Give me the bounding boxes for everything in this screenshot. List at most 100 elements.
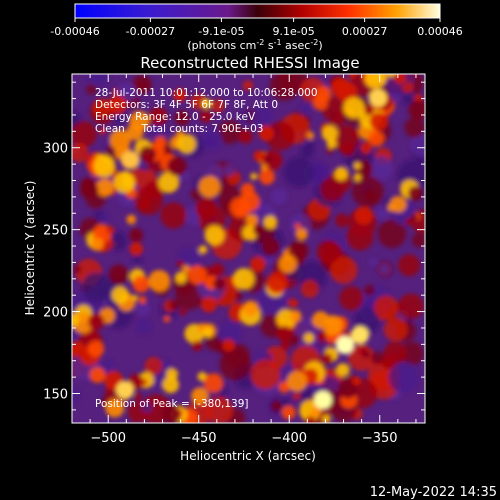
heat-cluster [322,315,343,336]
heat-texture [217,120,242,144]
annotation-time-range: 28-Jul-2011 10:01:12.000 to 10:06:28.000 [95,87,318,99]
heat-texture [175,280,205,310]
heat-cluster [338,378,358,399]
heat-cluster [93,155,116,178]
heat-texture [265,121,295,151]
heat-texture [330,256,358,284]
heat-cluster [266,271,288,294]
heat-texture [205,138,214,147]
heat-cluster [353,173,362,182]
heat-cluster [353,162,362,170]
heat-texture [411,233,425,248]
heat-cluster [280,341,290,351]
heat-cluster [365,189,378,203]
heat-cluster [281,405,296,420]
heat-cluster [167,156,187,177]
heat-cluster [387,203,396,212]
heat-texture [72,143,89,163]
heat-cluster [132,275,150,293]
heat-cluster [245,214,258,227]
heat-texture [86,84,97,95]
heat-cluster [203,373,224,393]
heat-cluster [253,150,265,162]
heat-cluster [166,368,179,381]
heat-texture [377,219,407,249]
heat-cluster [201,98,212,109]
heat-texture [364,284,375,296]
annotation-block: 28-Jul-2011 10:01:12.000 to 10:06:28.000… [95,87,318,410]
heat-cluster [72,313,80,327]
heat-cluster [179,308,187,316]
heat-cluster [144,154,152,162]
heat-texture [132,253,143,265]
heat-texture [241,111,252,122]
heat-cluster [210,263,225,277]
heat-texture [398,254,421,277]
heat-texture [269,74,300,101]
heat-texture [136,318,152,334]
heat-cluster [235,292,243,300]
heat-texture [299,103,312,116]
heat-texture [205,396,234,423]
x-tick-label: −450 [181,431,217,446]
heat-cluster [181,265,191,274]
heat-cluster [134,393,142,401]
colorbar: -0.00046 -0.00027 -9.1e-05 9.1e-05 0.00027 0.… [50,3,463,52]
heat-texture [348,344,375,371]
heat-texture [219,348,252,381]
heat-texture [283,156,315,188]
heat-cluster [364,74,386,89]
heat-cluster [295,228,308,241]
heat-cluster [348,74,357,79]
heat-cluster [354,206,373,225]
annotation-peak-position: Position of Peak = [-380,139] [95,398,249,410]
heat-texture [402,81,414,94]
heat-texture [373,295,399,320]
heat-texture [72,387,80,403]
heat-cluster [191,387,209,405]
heat-texture [368,257,377,266]
heat-cluster [253,224,264,236]
heat-cluster [107,95,127,115]
heat-texture [250,359,281,390]
heat-texture [87,74,111,86]
heat-texture [383,317,408,342]
heat-texture [292,391,302,401]
x-tick-label: −500 [90,431,126,446]
heat-cluster [199,110,212,123]
heat-texture [381,352,398,369]
heat-cluster [109,129,131,151]
heat-cluster [202,327,214,338]
heat-cluster [321,414,331,423]
heat-texture [160,202,187,229]
heat-cluster [364,105,374,116]
heat-cluster [303,332,314,344]
heat-cluster [143,181,164,201]
heat-cluster [393,74,407,84]
heat-texture [211,99,225,113]
heat-cluster [176,260,185,268]
heat-peak [314,391,332,409]
heat-cluster [191,340,203,352]
heat-texture [306,140,315,149]
heat-texture [402,93,415,106]
annotation-detectors: Detectors: 3F 4F 5F 6F 7F 8F, Att 0 [95,99,278,111]
heat-cluster [321,125,338,142]
heat-texture [320,177,345,202]
heat-cluster [80,180,99,200]
annotation-energy-range: Energy Range: 12.0 - 25.0 keV [95,111,256,123]
heat-texture [310,163,329,183]
heat-cluster [106,226,115,235]
colorbar-tick-label: 0.00027 [342,25,388,38]
heat-cluster [161,405,181,423]
heat-cluster [250,172,258,180]
x-axis-label: Heliocentric X (arcsec) [180,449,316,463]
heat-texture [300,279,319,298]
heat-cluster [384,74,397,78]
heat-texture [404,117,425,138]
heat-cluster [286,370,308,392]
heat-cluster [108,264,129,285]
heat-cluster [408,99,425,120]
heat-cluster [173,88,187,102]
heat-cluster [242,300,259,317]
